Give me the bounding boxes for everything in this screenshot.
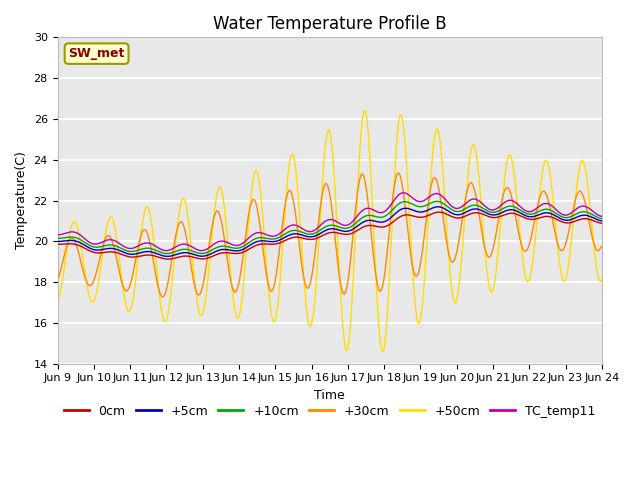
Text: SW_met: SW_met	[68, 47, 125, 60]
Title: Water Temperature Profile B: Water Temperature Profile B	[213, 15, 447, 33]
Legend: 0cm, +5cm, +10cm, +30cm, +50cm, TC_temp11: 0cm, +5cm, +10cm, +30cm, +50cm, TC_temp1…	[59, 400, 601, 423]
X-axis label: Time: Time	[314, 389, 345, 402]
Y-axis label: Temperature(C): Temperature(C)	[15, 152, 28, 250]
